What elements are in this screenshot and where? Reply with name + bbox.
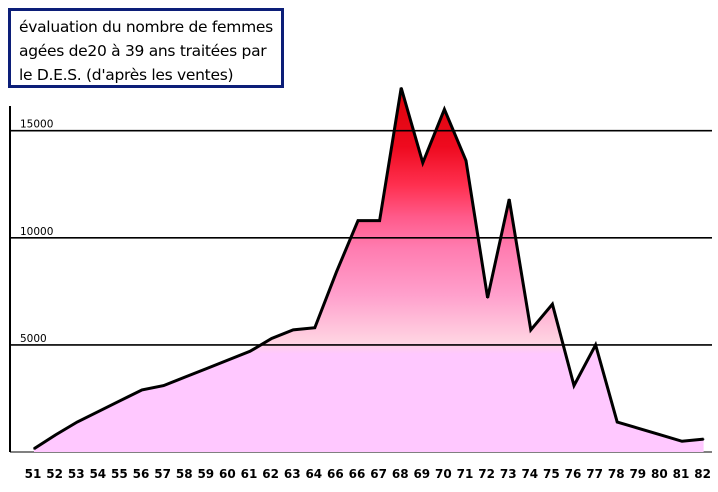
series-area <box>34 87 704 453</box>
x-tick-label-59: 59 <box>197 467 214 481</box>
x-tick-label-82: 82 <box>694 467 711 481</box>
y-tick-labels: 5000 10000 15000 <box>20 119 53 345</box>
x-tick-label-77: 77 <box>586 467 603 481</box>
x-tick-label-74: 74 <box>521 467 538 481</box>
data-point-66 <box>357 219 359 222</box>
x-tick-label-70: 70 <box>435 467 452 481</box>
data-point-63 <box>292 329 295 331</box>
x-tick-label-53: 53 <box>68 467 85 481</box>
x-tick-label-56: 56 <box>133 467 150 481</box>
data-point-76 <box>573 384 575 387</box>
data-point-62 <box>270 337 273 340</box>
x-tick-label-71: 71 <box>457 467 474 481</box>
data-point-66 <box>335 271 338 273</box>
data-point-64 <box>314 326 316 329</box>
data-point-78 <box>616 421 618 423</box>
data-point-71 <box>465 159 467 162</box>
data-point-55 <box>119 399 122 402</box>
data-point-74 <box>530 329 532 331</box>
x-tick-label-80: 80 <box>651 467 668 481</box>
chart-title: évaluation du nombre de femmes agées de2… <box>8 8 284 88</box>
y-tick-label-5000: 5000 <box>20 333 47 345</box>
x-tick-label-60: 60 <box>219 467 236 481</box>
x-tick-label-57: 57 <box>154 467 171 481</box>
data-point-72 <box>486 296 489 299</box>
x-tick-label-72: 72 <box>478 467 495 481</box>
data-point-68 <box>400 87 403 89</box>
data-point-61 <box>249 350 251 353</box>
y-tick-label-10000: 10000 <box>20 226 53 238</box>
x-tick-labels: 51 52 53 54 55 56 57 58 59 60 61 62 63 64 66 66 67 68 69 70… <box>25 467 711 481</box>
series-line-group <box>33 87 705 451</box>
x-tick-label-76: 76 <box>565 467 582 481</box>
x-tick-label-67: 67 <box>370 467 387 481</box>
data-point-51 <box>33 447 35 450</box>
data-point-54 <box>98 410 100 413</box>
x-tick-label-68: 68 <box>392 467 409 481</box>
data-point-77 <box>594 344 597 346</box>
x-tick-label-73: 73 <box>500 467 517 481</box>
x-tick-label-81: 81 <box>673 467 690 481</box>
x-tick-label-66: 66 <box>327 467 344 481</box>
x-tick-label-63: 63 <box>284 467 301 481</box>
x-tick-label-62: 62 <box>262 467 279 481</box>
data-point-80 <box>659 434 662 436</box>
data-point-56 <box>141 389 143 391</box>
data-point-82 <box>702 438 705 440</box>
data-point-73 <box>508 198 511 201</box>
data-point-59 <box>206 367 208 370</box>
x-tick-label-69: 69 <box>413 467 430 481</box>
series-line <box>33 87 704 451</box>
data-point-57 <box>162 384 165 387</box>
x-tick-label-52: 52 <box>46 467 63 481</box>
data-point-75 <box>551 303 554 306</box>
title-line-1: évaluation du nombre de femmes <box>19 18 273 36</box>
area-layer <box>34 87 704 453</box>
x-tick-label-55: 55 <box>111 467 128 481</box>
data-point-60 <box>227 359 230 361</box>
x-tick-label-78: 78 <box>608 467 625 481</box>
x-tick-label-58: 58 <box>176 467 193 481</box>
data-point-70 <box>443 108 446 111</box>
x-tick-label-61: 61 <box>241 467 258 481</box>
x-tick-label-79: 79 <box>629 467 646 481</box>
data-point-53 <box>76 421 78 423</box>
data-point-58 <box>184 376 186 378</box>
x-tick-label-75: 75 <box>543 467 560 481</box>
data-point-79 <box>638 427 640 430</box>
x-tick-label-64: 64 <box>305 467 322 481</box>
y-tick-label-15000: 15000 <box>20 119 53 131</box>
data-point-52 <box>54 434 57 436</box>
data-point-81 <box>681 440 683 443</box>
title-line-2: agées de20 à 39 ans traitées par <box>19 42 267 60</box>
data-point-67 <box>378 219 381 222</box>
x-tick-label-51: 51 <box>25 467 42 481</box>
title-line-3: le D.E.S. (d'après les ventes) <box>19 66 234 84</box>
x-tick-label-66: 66 <box>349 467 366 481</box>
data-point-69 <box>422 162 424 164</box>
x-tick-label-54: 54 <box>89 467 106 481</box>
